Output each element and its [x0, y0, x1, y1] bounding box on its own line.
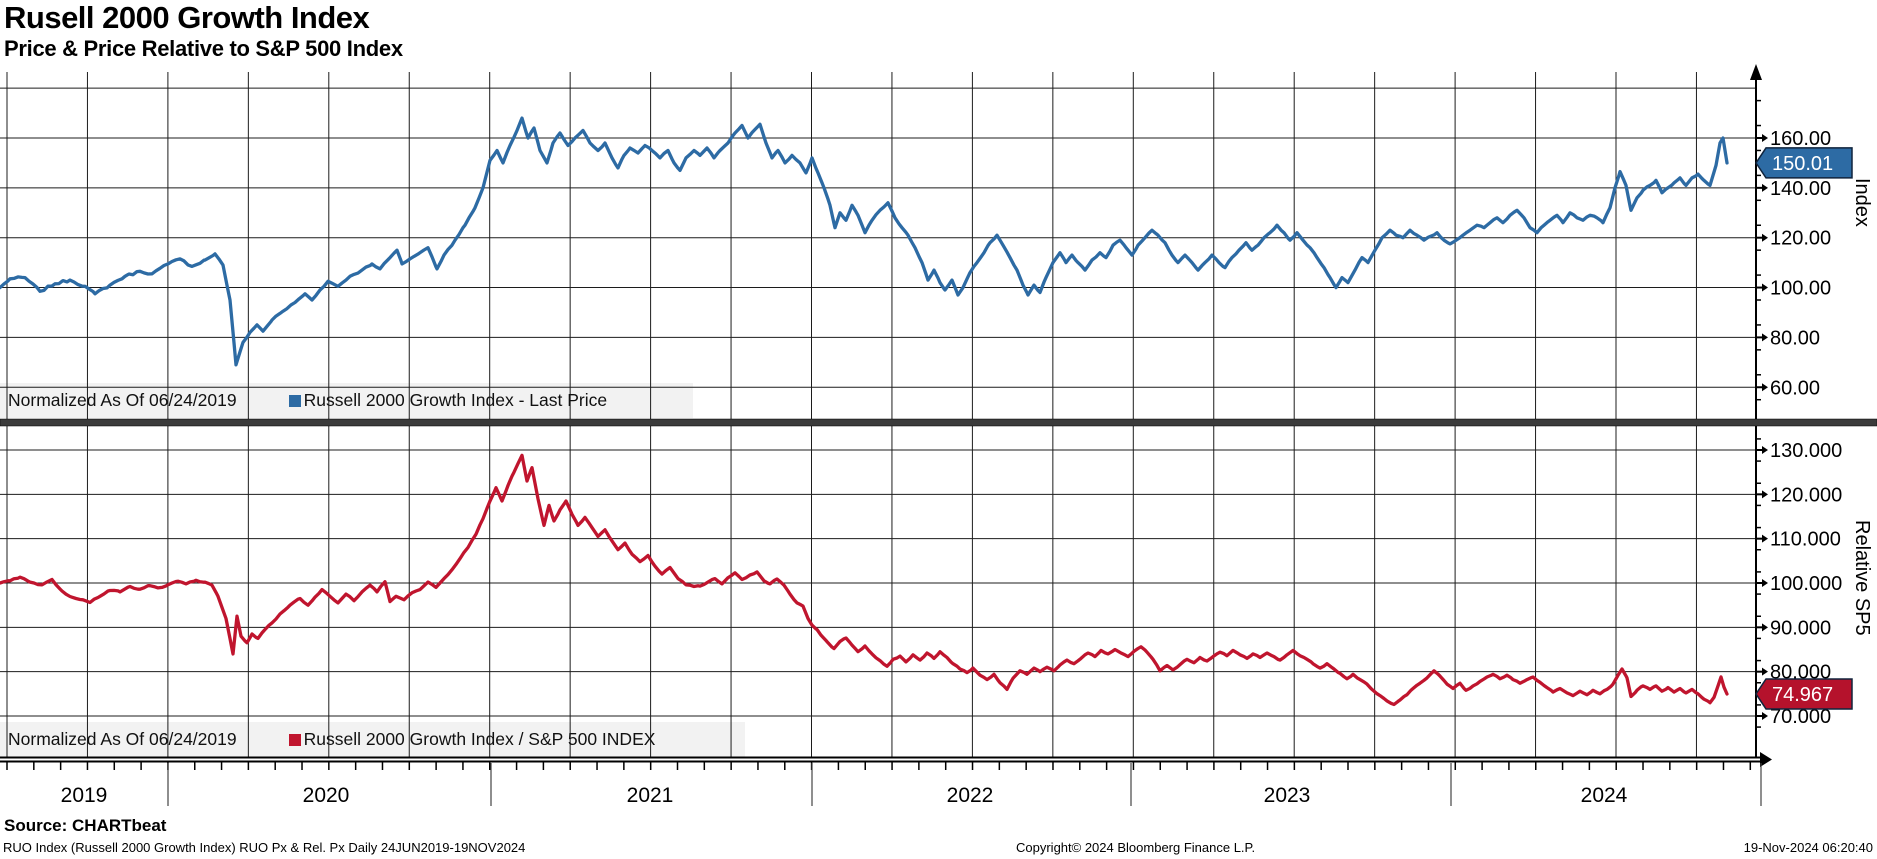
- y-tick-label: 120.00: [1770, 228, 1831, 250]
- price-axis-arrow-icon: [1750, 64, 1762, 80]
- y-tick-label: 90.000: [1770, 617, 1831, 639]
- normalized-as-of-label: Normalized As Of 06/24/2019: [8, 729, 237, 749]
- dataset-description: RUO Index (Russell 2000 Growth Index) RU…: [3, 840, 526, 855]
- x-axis-year-labels: 2019 2020 2021 2022 2023 2024: [0, 784, 1877, 810]
- y-axis-tick-arrow-icon: [1762, 490, 1768, 499]
- timestamp-label: 19-Nov-2024 06:20:40: [1743, 840, 1873, 855]
- y-axis-tick-arrow-icon: [1762, 183, 1768, 192]
- x-axis-arrow-icon: [1760, 752, 1772, 767]
- price-plot-area[interactable]: [0, 72, 1756, 419]
- y-tick-label: 100.000: [1770, 573, 1842, 595]
- relative-series-swatch-icon: [288, 733, 301, 746]
- last-relative-badge: [1755, 678, 1853, 710]
- year-label: 2024: [1580, 784, 1628, 807]
- year-label: 2021: [626, 784, 674, 807]
- axis-title-index: Index: [1851, 178, 1873, 227]
- price-legend-strip: [0, 383, 693, 418]
- y-tick-label: 110.000: [1770, 529, 1841, 551]
- price-series-swatch-icon: [288, 394, 301, 407]
- y-axis-tick-arrow-icon: [1762, 233, 1768, 242]
- page-subtitle: Price & Price Relative to S&P 500 Index: [4, 36, 403, 61]
- relative-line: [0, 453, 1729, 707]
- y-axis-tick-arrow-icon: [1762, 578, 1768, 587]
- y-axis-tick-arrow-icon: [1762, 383, 1768, 392]
- y-axis-tick-arrow-icon: [1762, 534, 1768, 543]
- y-tick-label: 120.000: [1770, 484, 1842, 506]
- y-tick-label: 60.00: [1770, 377, 1820, 399]
- year-label: 2022: [946, 784, 994, 807]
- y-tick-label: 80.000: [1770, 662, 1831, 684]
- page-title: Rusell 2000 Growth Index: [4, 0, 370, 35]
- y-axis-tick-arrow-icon: [1762, 283, 1768, 292]
- y-tick-label: 100.00: [1770, 278, 1831, 300]
- year-label: 2020: [302, 784, 350, 807]
- panel-divider: [0, 418, 1877, 427]
- y-axis-tick-arrow-icon: [1762, 711, 1768, 720]
- y-tick-label: 160.00: [1770, 128, 1831, 150]
- y-axis-tick-arrow-icon: [1762, 623, 1768, 632]
- y-tick-label: 80.00: [1770, 327, 1820, 349]
- copyright-label: Copyright© 2024 Bloomberg Finance L.P.: [1016, 840, 1256, 855]
- y-axis-tick-arrow-icon: [1762, 446, 1768, 454]
- last-price-badge-value: 150.01: [1772, 153, 1833, 175]
- y-axis-tick-arrow-icon: [1762, 333, 1768, 342]
- price-line: [0, 116, 1729, 367]
- source-label: Source: CHARTbeat: [4, 816, 167, 835]
- relative-legend-label: Russell 2000 Growth Index / S&P 500 INDE…: [303, 729, 656, 749]
- last-relative-badge-value: 74.967: [1772, 684, 1833, 706]
- year-label: 2019: [60, 784, 108, 807]
- relative-legend: Normalized As Of 06/24/2019 Russell 2000…: [8, 729, 655, 750]
- price-legend: Normalized As Of 06/24/2019 Russell 2000…: [8, 390, 607, 411]
- relative-legend-strip: [0, 722, 745, 757]
- y-tick-label: 130.000: [1770, 440, 1842, 462]
- last-price-badge: [1755, 147, 1853, 179]
- price-legend-label: Russell 2000 Growth Index - Last Price: [303, 390, 608, 410]
- axis-title-relative-sp5: Relative SP5: [1851, 520, 1873, 636]
- y-tick-label: 140.00: [1770, 178, 1831, 200]
- y-axis-tick-arrow-icon: [1762, 134, 1768, 142]
- relative-plot-area[interactable]: [0, 426, 1756, 757]
- y-axis-tick-arrow-icon: [1762, 667, 1768, 676]
- y-tick-label: 70.000: [1770, 706, 1831, 728]
- year-label: 2023: [1263, 784, 1311, 807]
- normalized-as-of-label: Normalized As Of 06/24/2019: [8, 390, 237, 410]
